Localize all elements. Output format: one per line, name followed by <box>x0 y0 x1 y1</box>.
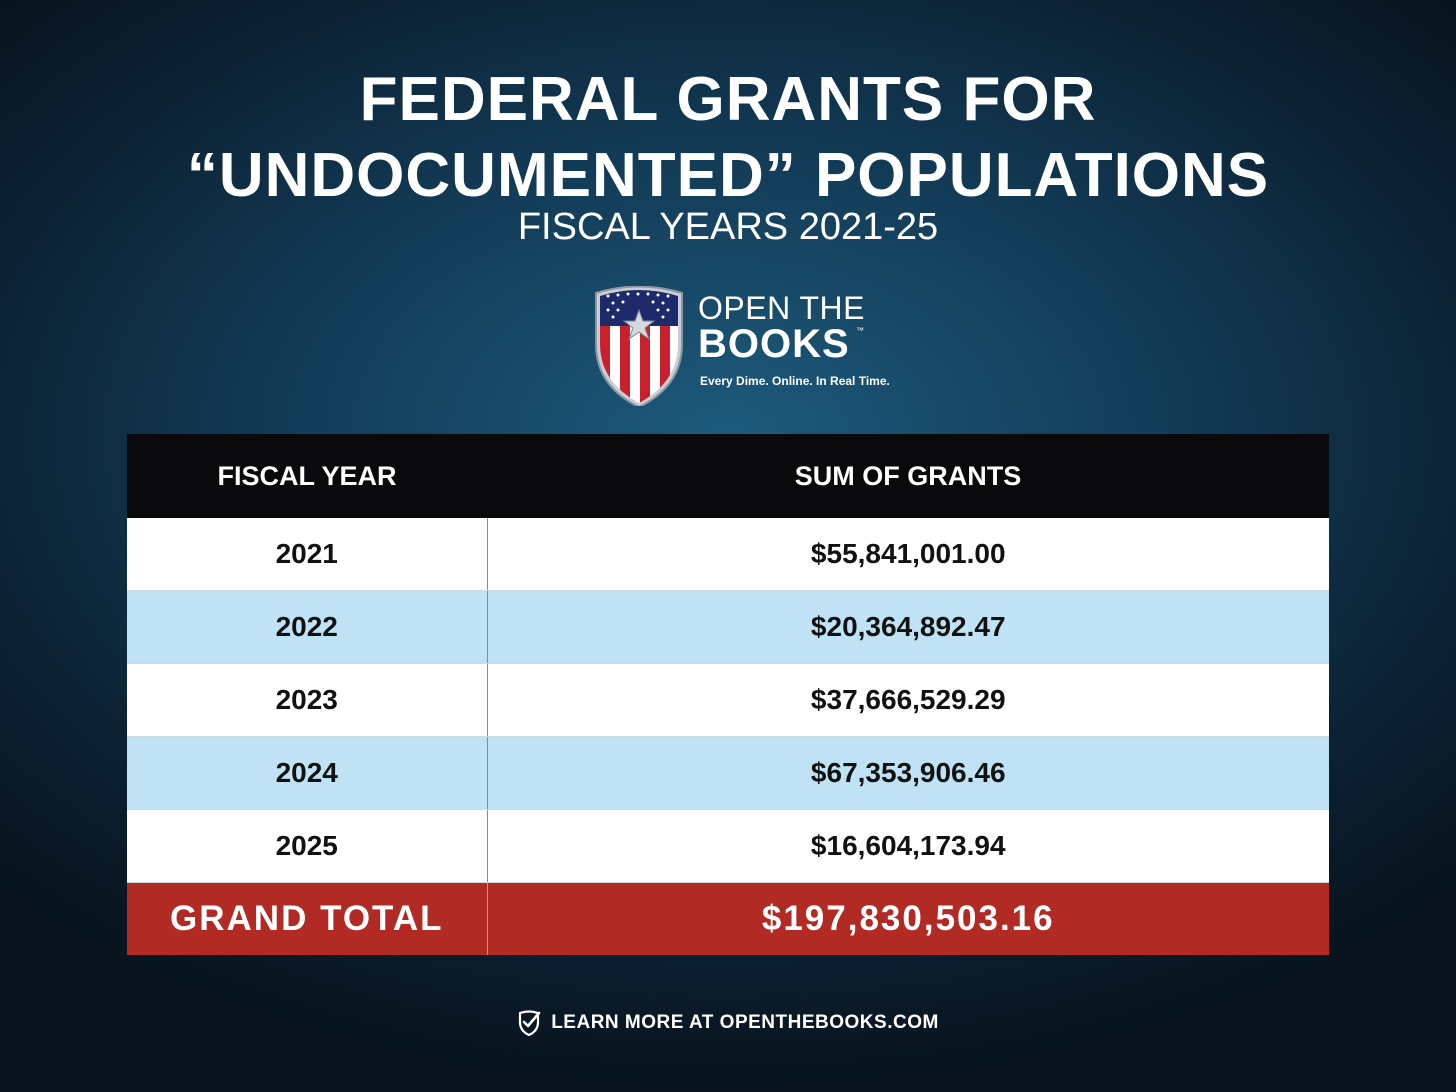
fiscal-year-cell: 2023 <box>127 663 488 737</box>
title-line-2: “UNDOCUMENTED” POPULATIONS <box>186 141 1270 210</box>
shield-check-icon <box>519 1010 541 1037</box>
grand-total-row: GRAND TOTAL $197,830,503.16 <box>127 882 1329 955</box>
grant-sum-cell: $55,841,001.00 <box>487 518 1329 591</box>
grant-sum-cell: $67,353,906.46 <box>487 736 1329 810</box>
footer-link[interactable]: LEARN MORE AT OPENTHEBOOKS.COM <box>0 1010 1456 1037</box>
table-row: 2025 $16,604,173.94 <box>127 809 1329 883</box>
table-row: 2024 $67,353,906.46 <box>127 736 1329 810</box>
grant-sum-cell: $37,666,529.29 <box>487 663 1329 737</box>
fiscal-year-cell: 2025 <box>127 809 488 883</box>
grand-total-label: GRAND TOTAL <box>127 882 488 955</box>
fiscal-year-cell: 2021 <box>127 518 488 591</box>
column-header-fiscal-year: FISCAL YEAR <box>127 434 487 518</box>
grant-sum-cell: $16,604,173.94 <box>487 809 1329 883</box>
logo-text-books: BOOKS <box>698 322 850 366</box>
grant-sum-cell: $20,364,892.47 <box>487 590 1329 664</box>
fiscal-year-cell: 2024 <box>127 736 488 810</box>
open-the-books-logo[interactable]: OPEN THE BOOKS ™ Every Dime. Online. In … <box>592 286 890 408</box>
column-header-sum-of-grants: SUM OF GRANTS <box>487 434 1329 518</box>
flag-shield-icon <box>595 286 683 406</box>
table-row: 2021 $55,841,001.00 <box>127 518 1329 591</box>
table-row: 2022 $20,364,892.47 <box>127 590 1329 664</box>
fiscal-year-cell: 2022 <box>127 590 488 664</box>
table-row: 2023 $37,666,529.29 <box>127 663 1329 737</box>
trademark: ™ <box>856 326 864 335</box>
grants-table: FISCAL YEAR SUM OF GRANTS 2021 $55,841,0… <box>127 434 1329 955</box>
table-header-row: FISCAL YEAR SUM OF GRANTS <box>127 434 1329 518</box>
logo-tagline: Every Dime. Online. In Real Time. <box>700 374 890 388</box>
title-line-1: FEDERAL GRANTS FOR <box>359 65 1097 134</box>
subtitle: FISCAL YEARS 2021-25 <box>517 206 939 248</box>
footer-text: LEARN MORE AT OPENTHEBOOKS.COM <box>551 1012 939 1034</box>
logo-text-open-the: OPEN THE <box>698 290 865 326</box>
grand-total-value: $197,830,503.16 <box>487 882 1329 955</box>
